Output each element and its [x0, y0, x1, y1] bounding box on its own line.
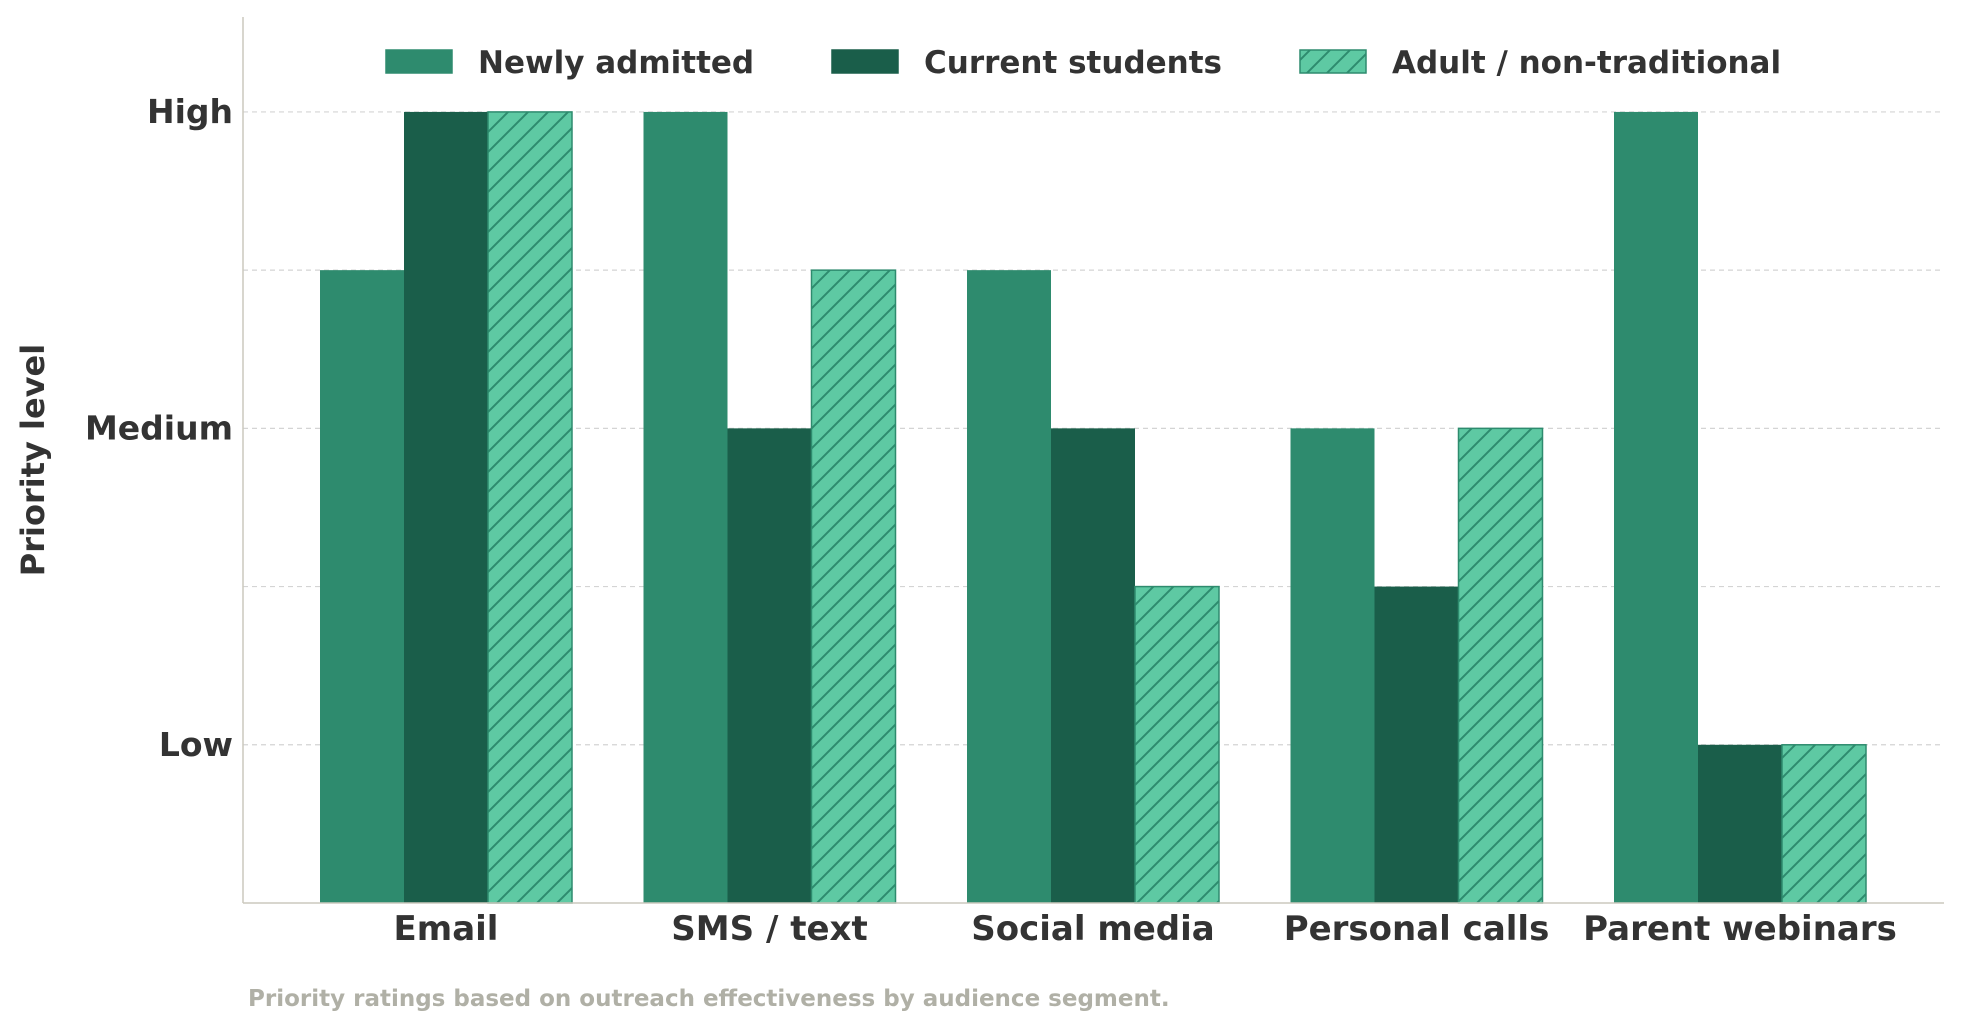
legend-swatch [831, 49, 899, 74]
bar-parent-webinars-adult-non-traditional [1781, 744, 1867, 904]
legend-label: Newly admitted [478, 45, 754, 81]
x-tick-label: Parent webinars [1583, 909, 1897, 949]
y-tick-label: Low [159, 725, 233, 764]
bar-sms-text-adult-non-traditional [810, 269, 897, 904]
y-tick-label: Medium [85, 408, 233, 447]
bar-email-adult-non-traditional [487, 111, 573, 904]
bar-parent-webinars-current-students [1698, 744, 1782, 903]
bar-social-media-adult-non-traditional [1134, 585, 1220, 904]
x-tick-label: SMS / text [671, 909, 867, 949]
y-axis-label: Priority level [14, 344, 52, 576]
bar-personal-calls-adult-non-traditional [1457, 427, 1544, 904]
legend-label: Current students [924, 45, 1222, 81]
legend-swatch [385, 49, 453, 74]
x-tick-labels: Email SMS / text Social media Personal call… [394, 909, 1897, 949]
bar-email-current-students [404, 111, 488, 903]
legend-label: Adult / non-traditional [1392, 45, 1781, 81]
chart-caption: Priority ratings based on outreach effec… [248, 986, 1170, 1012]
bar-social-media-newly-admitted [967, 270, 1051, 904]
x-tick-label: Email [394, 909, 499, 949]
bar-sms-text-current-students [727, 428, 812, 903]
y-tick-labels: Low Medium High [85, 92, 233, 764]
y-tick-label: High [147, 92, 233, 131]
x-tick-label: Personal calls [1284, 909, 1550, 949]
x-tick-label: Social media [971, 909, 1215, 949]
bar-personal-calls-current-students [1374, 586, 1459, 903]
bar-sms-text-newly-admitted [643, 111, 728, 903]
bars [320, 111, 1867, 904]
bar-parent-webinars-newly-admitted [1614, 111, 1698, 903]
bar-social-media-current-students [1051, 428, 1135, 903]
bar-personal-calls-newly-admitted [1290, 428, 1375, 903]
legend-swatch [1299, 49, 1367, 74]
bar-email-newly-admitted [320, 270, 404, 904]
legend: Newly admitted Current students Adult / no… [385, 45, 1781, 81]
